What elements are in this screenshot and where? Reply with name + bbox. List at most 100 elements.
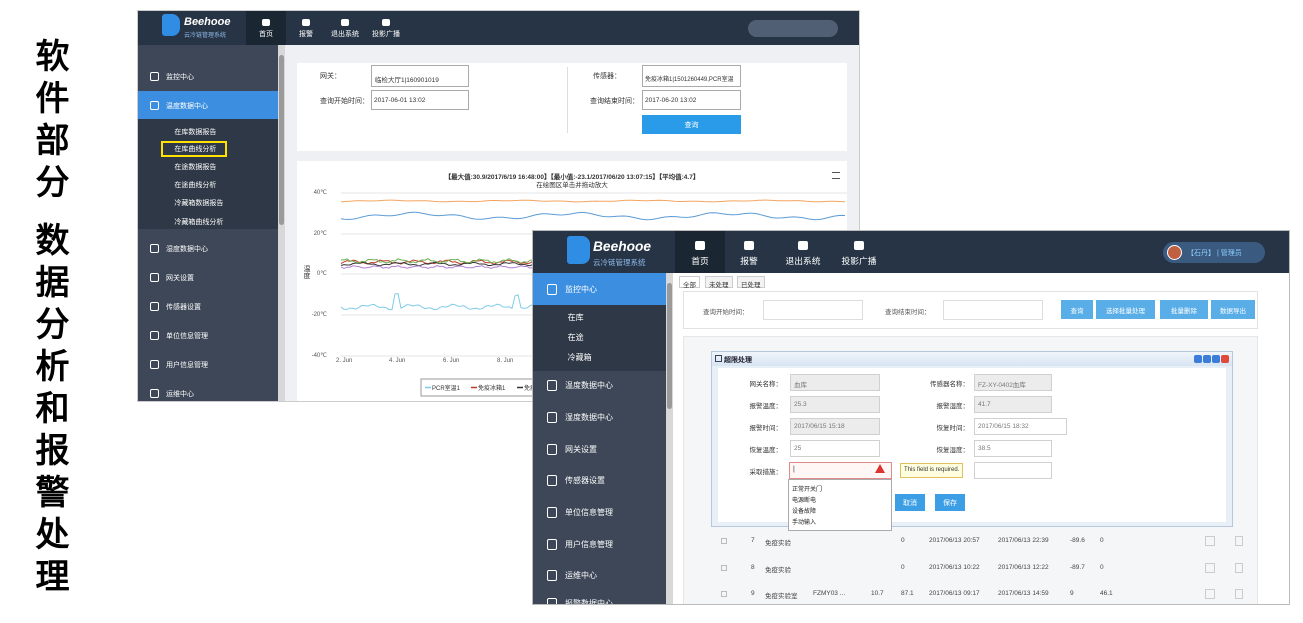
cell: 2017/06/13 10:22 bbox=[929, 564, 980, 571]
sidebar-item[interactable]: 网关设置 bbox=[565, 445, 597, 455]
sidebar-item[interactable]: 传感器设置 bbox=[565, 476, 605, 486]
sidebar-item[interactable]: 用户信息管理 bbox=[565, 540, 613, 550]
checkbox[interactable] bbox=[721, 538, 727, 544]
submenu-item[interactable]: 在途数据报告 bbox=[174, 163, 217, 171]
submenu-item[interactable]: 在途曲线分析 bbox=[174, 181, 217, 189]
dialog-titlebar bbox=[712, 352, 1232, 366]
sidebar-item[interactable]: 温度数据中心 bbox=[166, 102, 208, 110]
button[interactable]: 选择批量处理 bbox=[1096, 300, 1155, 319]
checkbox[interactable] bbox=[721, 565, 727, 571]
cell: 9 bbox=[1070, 590, 1074, 597]
window-button[interactable] bbox=[1194, 355, 1202, 363]
sidebar-item[interactable]: 单位信息管理 bbox=[565, 508, 613, 518]
input[interactable] bbox=[943, 300, 1043, 320]
nav-icon bbox=[744, 241, 754, 250]
sidebar-item[interactable]: 报警数据中心 bbox=[565, 599, 613, 605]
window-button[interactable] bbox=[1203, 355, 1211, 363]
tab[interactable]: 已处理 bbox=[737, 276, 765, 289]
dropdown-option[interactable]: 手动输入 bbox=[792, 520, 817, 526]
field-input[interactable]: 25 bbox=[790, 440, 880, 457]
delete-icon[interactable] bbox=[1235, 536, 1243, 546]
y-tick-label: 20℃ bbox=[313, 231, 327, 237]
field-input[interactable]: | bbox=[789, 462, 892, 479]
field-input[interactable]: 2017/06/15 15:18 bbox=[790, 418, 880, 435]
field-input[interactable] bbox=[974, 462, 1052, 479]
brand-sub: 云冷链管理系统 bbox=[184, 33, 227, 39]
submenu-item[interactable]: 在库曲线分析 bbox=[174, 145, 217, 153]
dropdown-option[interactable]: 正常开关门 bbox=[792, 487, 823, 493]
y-tick-label: 0℃ bbox=[316, 271, 327, 277]
window-button[interactable] bbox=[1212, 355, 1220, 363]
tab[interactable]: 全部 bbox=[679, 276, 700, 289]
sidebar-item[interactable]: 温度数据中心 bbox=[565, 381, 613, 391]
input[interactable] bbox=[763, 300, 863, 320]
sidebar-icon bbox=[546, 284, 557, 295]
nav-item[interactable]: 首页 bbox=[259, 31, 273, 38]
sidebar-item[interactable]: 监控中心 bbox=[565, 285, 597, 295]
label: 网关： bbox=[320, 73, 341, 80]
delete-icon[interactable] bbox=[1235, 589, 1243, 599]
field-input[interactable]: FZ-XY-0402血库 bbox=[974, 374, 1052, 391]
sidebar-item[interactable]: 湿度数据中心 bbox=[166, 245, 208, 253]
delete-icon[interactable] bbox=[1235, 563, 1243, 573]
edit-icon[interactable] bbox=[1205, 563, 1215, 573]
submenu-item[interactable]: 冷藏箱曲线分析 bbox=[174, 218, 224, 226]
button[interactable]: 查询 bbox=[1061, 300, 1093, 319]
dialog-title: 超限处理 bbox=[724, 357, 752, 364]
field-input[interactable]: 25.3 bbox=[790, 396, 880, 413]
dropdown-option[interactable]: 电源断电 bbox=[792, 498, 817, 504]
side-title: 数据分析和报警处理 bbox=[30, 222, 68, 600]
submenu-item[interactable]: 在途 bbox=[567, 333, 584, 343]
sidebar-item[interactable]: 用户信息管理 bbox=[166, 361, 208, 369]
sidebar-item[interactable]: 单位信息管理 bbox=[166, 332, 208, 340]
button[interactable]: 保存 bbox=[935, 494, 965, 511]
field-input[interactable]: 41.7 bbox=[974, 396, 1052, 413]
checkbox[interactable] bbox=[721, 591, 727, 597]
dropdown-option[interactable]: 设备故障 bbox=[792, 509, 817, 515]
tab[interactable]: 未处理 bbox=[705, 276, 733, 289]
scrollbar bbox=[666, 273, 673, 604]
sidebar-item[interactable]: 运维中心 bbox=[565, 571, 597, 581]
chart-subtitle: 在绘图区单击并拖动放大 bbox=[536, 182, 608, 189]
edit-icon[interactable] bbox=[1205, 536, 1215, 546]
nav-item[interactable]: 投影广播 bbox=[372, 31, 400, 38]
nav-item[interactable]: 报警 bbox=[299, 31, 313, 38]
submenu-item[interactable]: 冷藏箱 bbox=[567, 353, 592, 363]
filter-panel bbox=[683, 291, 1258, 329]
window-button[interactable] bbox=[1221, 355, 1229, 363]
warning-icon bbox=[875, 464, 885, 473]
sidebar-icon bbox=[546, 539, 557, 550]
submenu-item[interactable]: 在库数据报告 bbox=[174, 128, 217, 136]
cell: 2017/06/13 22:39 bbox=[998, 537, 1049, 544]
field-label: 报警时间： bbox=[749, 425, 783, 432]
x-tick-label: 6. Jun bbox=[443, 358, 460, 364]
field-input[interactable]: 38.5 bbox=[974, 440, 1052, 457]
edit-icon[interactable] bbox=[1205, 589, 1215, 599]
sidebar-item[interactable]: 运维中心 bbox=[166, 390, 194, 398]
nav-item[interactable]: 投影广播 bbox=[841, 255, 877, 266]
sidebar-item[interactable]: 网关设置 bbox=[166, 274, 194, 282]
input[interactable]: 2017-06-20 13:02 bbox=[642, 90, 741, 110]
submenu-item[interactable]: 冷藏箱数据报告 bbox=[174, 199, 224, 207]
label: 查询开始时间： bbox=[320, 98, 369, 105]
field-input[interactable]: 2017/06/15 18:32 bbox=[974, 418, 1067, 435]
input[interactable]: 2017-06-01 13:02 bbox=[371, 90, 469, 110]
cell: 7 bbox=[751, 537, 755, 544]
nav-item[interactable]: 退出系统 bbox=[785, 255, 821, 266]
select[interactable]: 免疫冰箱1|1501260449,PCR室温 bbox=[642, 65, 741, 87]
submenu-item[interactable]: 在库 bbox=[567, 313, 584, 323]
user-name[interactable]: 【石丹】 | 管理员 bbox=[1187, 250, 1242, 257]
field-input[interactable]: 血库 bbox=[790, 374, 880, 391]
nav-item[interactable]: 首页 bbox=[691, 255, 709, 266]
button[interactable]: 数据导出 bbox=[1211, 300, 1255, 319]
select[interactable]: 临检大厅1|160901019 bbox=[371, 65, 469, 87]
sidebar-item[interactable]: 湿度数据中心 bbox=[565, 413, 613, 423]
sidebar-item[interactable]: 传感器设置 bbox=[166, 303, 201, 311]
button[interactable]: 批量删除 bbox=[1160, 300, 1208, 319]
button[interactable]: 查询 bbox=[642, 115, 741, 134]
button[interactable]: 取消 bbox=[895, 494, 925, 511]
divider bbox=[567, 67, 568, 133]
nav-item[interactable]: 报警 bbox=[740, 255, 758, 266]
nav-item[interactable]: 退出系统 bbox=[331, 31, 359, 38]
sidebar-item[interactable]: 监控中心 bbox=[166, 73, 194, 81]
